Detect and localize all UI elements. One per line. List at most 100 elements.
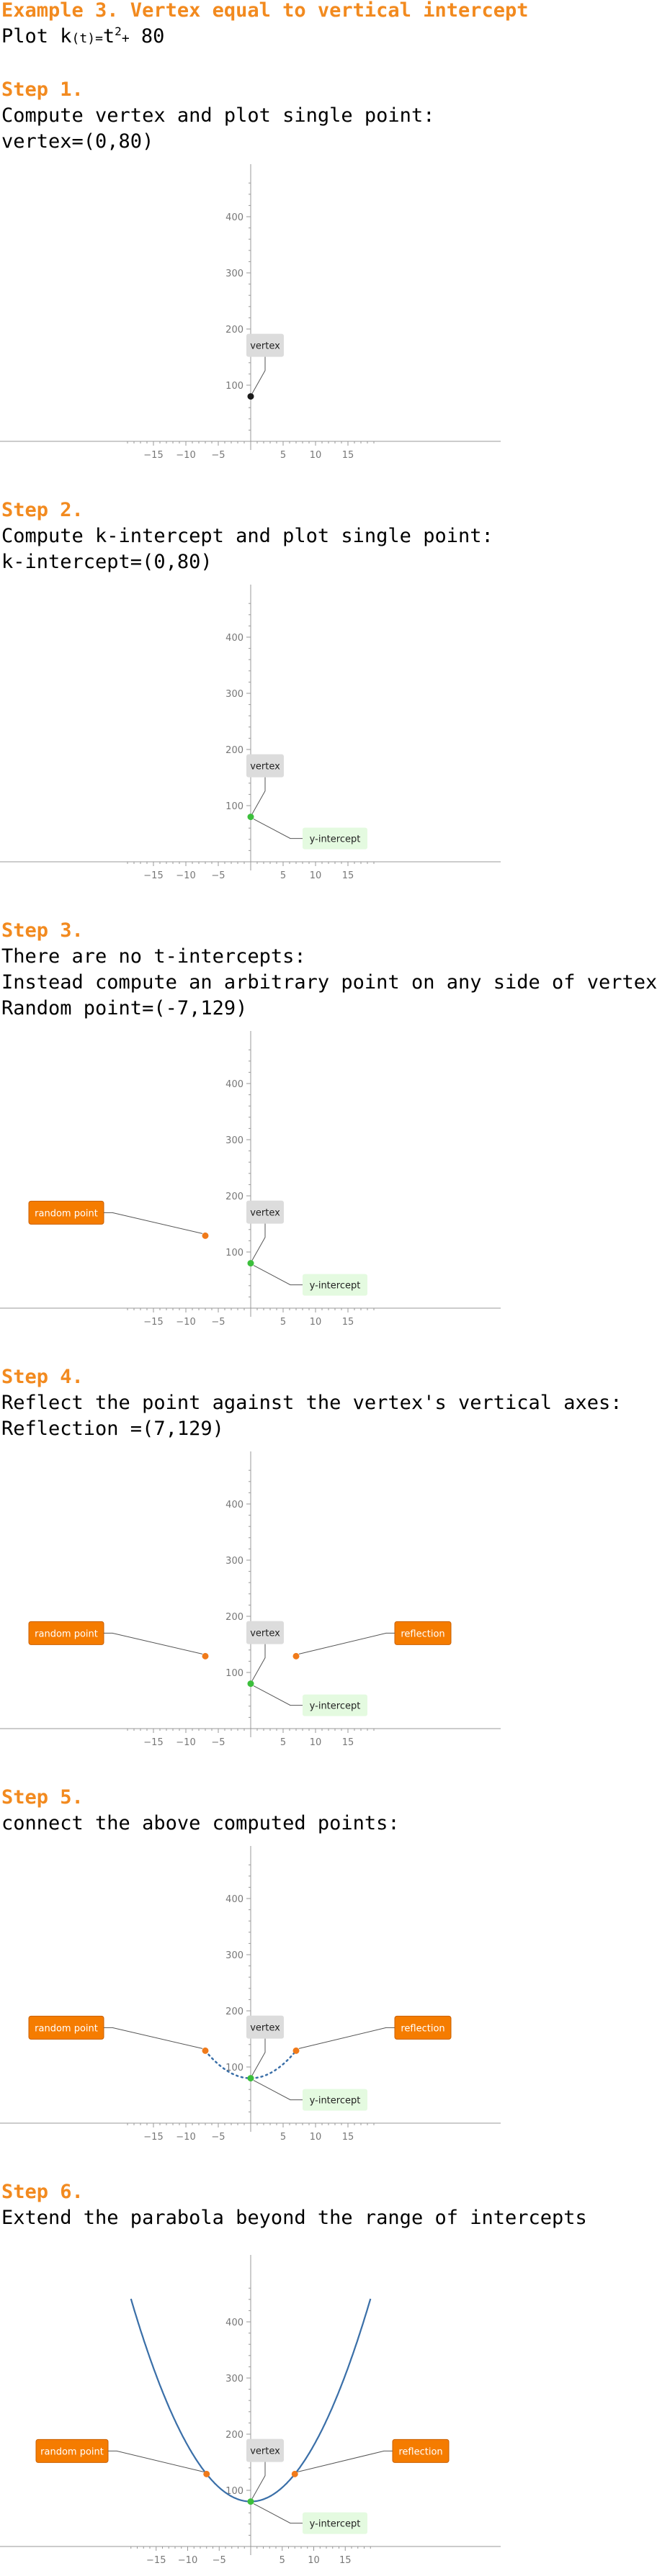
x-tick-label: −15 xyxy=(146,2555,166,2566)
x-tick-label: 5 xyxy=(280,2132,286,2141)
step-3-line-3: Random point=(-7,129) xyxy=(1,997,248,1019)
intro-constant: 80 xyxy=(129,25,165,48)
x-tick-label: −5 xyxy=(211,870,225,880)
step-6-heading: Step 6. xyxy=(1,2181,84,2203)
x-tick-label: −10 xyxy=(176,450,195,459)
vertex-label-box xyxy=(246,2015,284,2039)
random-point-label: random point xyxy=(35,2023,98,2034)
y-tick-label: 100 xyxy=(225,801,243,812)
random-point xyxy=(202,2047,209,2054)
x-tick-label: 15 xyxy=(342,1317,354,1326)
reflection-leader xyxy=(298,1632,395,1654)
random-point-label: random point xyxy=(40,2446,104,2457)
vertex-label-box xyxy=(246,1200,284,1224)
y-intercept-point xyxy=(247,2075,254,2082)
step-1-line-2: vertex=(0,80) xyxy=(1,130,154,153)
x-tick-label: −15 xyxy=(143,1317,163,1326)
y-tick-label: 100 xyxy=(225,1668,243,1679)
x-tick-label: 5 xyxy=(280,2555,285,2566)
step-3-line-1: There are no t-intercepts: xyxy=(1,945,306,968)
vertex-label-box xyxy=(246,1621,284,1644)
vertex-leader xyxy=(251,2038,266,2076)
y-intercept-point xyxy=(247,2498,254,2505)
x-tick-label: −5 xyxy=(211,2132,225,2141)
x-tick-label: 10 xyxy=(310,2132,322,2141)
x-tick-label: 15 xyxy=(339,2555,352,2566)
step-5-plot: −15 −10 −5 5 10 15 100 200 300 400 vertex y-interce… xyxy=(0,1839,657,2141)
x-tick-label: −5 xyxy=(211,1317,225,1326)
y-tick-label: 200 xyxy=(225,2430,243,2441)
step-1-plot: −15 −10 −5 5 10 15 100 200 300 400 vertex xyxy=(0,157,657,459)
reflection-label: reflection xyxy=(401,1629,444,1639)
vertex-label: vertex xyxy=(250,341,280,352)
step-2-line-2: k-intercept=(0,80) xyxy=(1,551,213,573)
y-tick-label: 400 xyxy=(225,1079,243,1090)
y-intercept-label: y-intercept xyxy=(310,2096,361,2107)
vertex-label-box xyxy=(246,333,284,357)
step-2-plot: −15 −10 −5 5 10 15 100 200 300 400 vertex y-interce… xyxy=(0,577,657,880)
random-point-leader xyxy=(104,1212,203,1234)
x-tick-label: 10 xyxy=(310,450,322,459)
y-tick-label: 400 xyxy=(225,212,243,223)
y-tick-label: 300 xyxy=(225,689,243,700)
y-tick-label: 200 xyxy=(225,325,243,335)
y-intercept-leader xyxy=(253,1685,303,1706)
vertex-label-box xyxy=(246,2438,284,2462)
reflection-point xyxy=(291,2470,298,2477)
step-6-plot: −15 −10 −5 5 10 15 100 200 300 400 vertex y-interce… xyxy=(0,2233,657,2572)
random-point-leader xyxy=(104,1632,203,1654)
reflection-point xyxy=(292,1652,300,1659)
x-tick-label: −5 xyxy=(211,450,225,459)
y-tick-label: 200 xyxy=(225,745,243,756)
step-5-heading: Step 5. xyxy=(1,1786,84,1809)
vertex-leader xyxy=(251,2462,266,2499)
x-tick-label: 10 xyxy=(308,2555,320,2566)
intro-variable: t xyxy=(102,25,115,48)
step-2-heading: Step 2. xyxy=(1,499,84,521)
x-tick-label: −15 xyxy=(143,870,163,880)
x-tick-label: −15 xyxy=(143,1737,163,1747)
y-tick-label: 200 xyxy=(225,1192,243,1202)
x-tick-label: −10 xyxy=(176,1317,195,1326)
random-point-leader xyxy=(104,2027,203,2049)
reflection-label: reflection xyxy=(401,2023,444,2034)
y-intercept-label: y-intercept xyxy=(310,834,361,845)
y-tick-label: 300 xyxy=(225,1556,243,1567)
vertex-leader xyxy=(251,1223,266,1261)
vertex-label: vertex xyxy=(250,2023,280,2034)
x-tick-label: −10 xyxy=(176,1737,195,1747)
step-3-heading: Step 3. xyxy=(1,919,84,942)
y-tick-label: 100 xyxy=(225,2486,243,2497)
y-intercept-label-box xyxy=(303,2089,367,2111)
x-tick-label: −10 xyxy=(176,870,195,880)
x-tick-label: −10 xyxy=(176,2132,195,2141)
y-tick-label: 200 xyxy=(225,1612,243,1623)
x-tick-label: −5 xyxy=(213,2555,226,2566)
x-tick-label: 5 xyxy=(280,870,286,880)
x-tick-label: 5 xyxy=(280,1317,286,1326)
intro-args: (t) xyxy=(71,31,96,46)
y-tick-label: 200 xyxy=(225,2007,243,2017)
y-tick-label: 100 xyxy=(225,2063,243,2073)
vertex-label: vertex xyxy=(250,762,280,773)
step-1-heading: Step 1. xyxy=(1,78,84,101)
y-intercept-label: y-intercept xyxy=(310,1701,361,1712)
step-4-line-2: Reflection =(7,129) xyxy=(1,1418,224,1440)
random-point xyxy=(202,1652,209,1659)
x-tick-label: −5 xyxy=(211,1737,225,1747)
x-tick-label: 5 xyxy=(280,450,286,459)
intro-prefix: Plot k xyxy=(1,25,72,48)
y-intercept-leader xyxy=(253,2503,303,2524)
x-tick-label: −10 xyxy=(178,2555,197,2566)
random-point xyxy=(202,1232,209,1239)
x-tick-label: 15 xyxy=(342,870,354,880)
x-tick-label: 15 xyxy=(342,2132,354,2141)
reflection-label: reflection xyxy=(398,2446,442,2457)
y-intercept-leader xyxy=(253,1265,303,1286)
y-intercept-label-box xyxy=(303,1274,367,1296)
x-tick-label: 15 xyxy=(342,450,354,459)
y-tick-label: 400 xyxy=(225,2318,243,2328)
intro-plus: + xyxy=(121,31,130,46)
vertex-point xyxy=(247,393,254,400)
step-2-line-1: Compute k-intercept and plot single poin… xyxy=(1,525,493,547)
